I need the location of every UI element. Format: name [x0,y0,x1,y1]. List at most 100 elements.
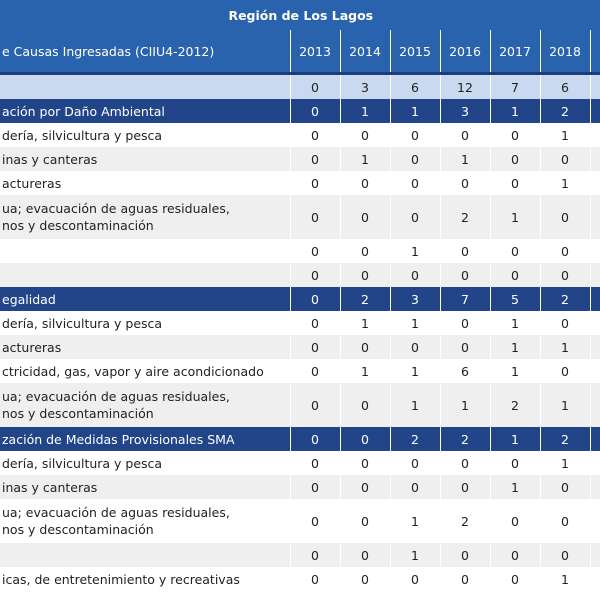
cut-cell [590,499,600,543]
value-cell: 6 [390,73,441,99]
value-cell: 0 [390,263,441,287]
value-cell: 0 [390,335,441,359]
value-cell: 6 [440,359,491,383]
value-cell: 1 [390,311,441,335]
row-label [0,263,291,287]
detail-row: actureras 0 0 0 0 1 1 [0,335,600,359]
value-cell: 0 [290,263,341,287]
row-label: icas, de entretenimiento y recreativas [0,567,291,591]
value-cell: 0 [440,123,491,147]
row-label: ua; evacuación de aguas residuales, nos … [0,499,291,543]
cut-cell [590,567,600,591]
value-cell: 6 [540,73,591,99]
value-cell: 3 [440,99,491,123]
value-cell: 0 [340,171,391,195]
value-cell: 0 [290,451,341,475]
detail-row: ua; evacuación de aguas residuales, nos … [0,195,600,239]
value-cell: 0 [490,147,541,171]
value-cell: 1 [490,195,541,239]
row-label: inas y canteras [0,147,291,171]
section-row: ación por Daño Ambiental 0 1 1 3 1 2 [0,99,600,123]
value-cell: 0 [290,171,341,195]
value-cell: 0 [340,475,391,499]
cut-cell [590,287,600,311]
row-label: zación de Medidas Provisionales SMA [0,427,291,451]
value-cell: 0 [490,123,541,147]
value-cell: 0 [540,499,591,543]
value-cell: 0 [440,567,491,591]
value-cell: 1 [390,239,441,263]
year-header: 2017 [490,30,541,75]
value-cell: 2 [340,287,391,311]
value-cell: 0 [340,383,391,427]
value-cell: 0 [290,383,341,427]
value-cell: 0 [340,567,391,591]
value-cell: 2 [440,195,491,239]
value-cell: 0 [440,335,491,359]
row-label: inas y canteras [0,475,291,499]
value-cell: 0 [340,239,391,263]
value-cell: 2 [390,427,441,451]
value-cell: 1 [340,311,391,335]
value-cell: 1 [490,311,541,335]
value-cell: 0 [540,543,591,567]
value-cell: 0 [490,239,541,263]
year-header: 2013 [290,30,341,75]
cut-cell [590,427,600,451]
year-header: 2015 [390,30,441,75]
value-cell: 1 [340,99,391,123]
value-cell: 1 [390,383,441,427]
value-cell: 2 [440,427,491,451]
value-cell: 1 [390,499,441,543]
year-header: 2018 [540,30,591,75]
value-cell: 3 [390,287,441,311]
value-cell: 0 [290,99,341,123]
detail-row: dería, silvicultura y pesca 0 0 0 0 0 1 [0,123,600,147]
value-cell: 0 [440,311,491,335]
value-cell: 3 [340,73,391,99]
value-cell: 0 [540,359,591,383]
value-cell: 1 [340,147,391,171]
value-cell: 0 [540,311,591,335]
detail-row: inas y canteras 0 0 0 0 1 0 [0,475,600,499]
value-cell: 0 [540,147,591,171]
value-cell: 0 [290,287,341,311]
value-cell: 1 [540,123,591,147]
row-label: dería, silvicultura y pesca [0,123,291,147]
value-cell: 0 [390,567,441,591]
value-cell: 0 [340,427,391,451]
value-cell: 0 [290,567,341,591]
value-cell: 0 [340,263,391,287]
value-cell: 0 [290,427,341,451]
cut-cell [590,311,600,335]
value-cell: 0 [340,335,391,359]
value-cell: 0 [290,311,341,335]
value-cell: 0 [390,147,441,171]
detail-row: icas, de entretenimiento y recreativas 0 0… [0,567,600,591]
value-cell: 2 [490,383,541,427]
value-cell: 0 [340,195,391,239]
value-cell: 1 [390,99,441,123]
cut-cell [590,123,600,147]
row-label: ctricidad, gas, vapor y aire acondiciona… [0,359,291,383]
value-cell: 1 [540,335,591,359]
year-header: 2016 [440,30,491,75]
cut-cell [590,99,600,123]
row-label: dería, silvicultura y pesca [0,451,291,475]
value-cell: 1 [440,383,491,427]
cut-cell [590,383,600,427]
value-cell: 1 [490,335,541,359]
value-cell: 0 [540,195,591,239]
value-cell: 0 [540,239,591,263]
detail-row: ua; evacuación de aguas residuales, nos … [0,499,600,543]
value-cell: 1 [540,171,591,195]
value-cell: 2 [440,499,491,543]
value-cell: 0 [440,171,491,195]
table-title: Región de Los Lagos [0,0,600,30]
value-cell: 0 [540,475,591,499]
cut-cell [590,263,600,287]
value-cell: 1 [340,359,391,383]
total-row: 0 3 6 12 7 6 [0,73,600,99]
